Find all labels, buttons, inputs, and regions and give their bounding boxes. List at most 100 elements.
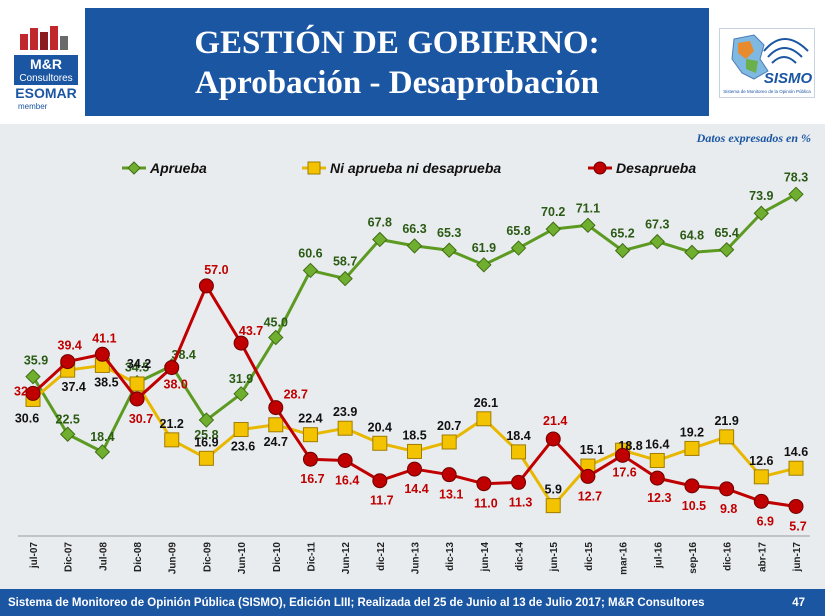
- data-label-aprueba-jun-15: 70.2: [541, 205, 565, 219]
- point-aprueba-jun-10: [233, 386, 249, 402]
- x-tick-label-dic-08: Dic-08: [133, 542, 144, 572]
- point-aprueba-dic-16: [718, 242, 735, 258]
- point-ni-aprueba-ni-desaprueba-jun-14: [476, 411, 492, 427]
- point-ni-aprueba-ni-desaprueba-jun-10: [233, 422, 249, 438]
- data-label-desaprueba-jul-16: 12.3: [647, 491, 671, 505]
- point-desaprueba-jun-12: [337, 452, 353, 468]
- data-label-ni-aprueba-ni-desaprueba-dic-15: 15.1: [580, 443, 604, 457]
- x-tick-label-dic-07: Dic-07: [64, 542, 75, 572]
- page-number: 47: [792, 597, 805, 609]
- legend-item-aprueba: Aprueba: [122, 160, 207, 176]
- point-ni-aprueba-ni-desaprueba-dic-12: [372, 435, 388, 451]
- point-aprueba-dic-10: [268, 329, 284, 346]
- data-label-desaprueba-dic-11: 16.7: [300, 472, 324, 486]
- data-label-ni-aprueba-ni-desaprueba-dic-09: 16.9: [194, 435, 218, 449]
- footer: Sistema de Monitoreo de Opinión Pública …: [0, 589, 825, 616]
- data-label-aprueba-jun-12: 58.7: [333, 255, 357, 269]
- point-aprueba-dic-11: [302, 262, 319, 279]
- logo-left-line3: ESOMAR: [15, 85, 76, 101]
- data-label-ni-aprueba-ni-desaprueba-dic-14: 18.4: [506, 429, 530, 443]
- point-desaprueba-jun-09: [164, 360, 180, 376]
- x-tick-label-dic-13: dic-13: [445, 542, 456, 571]
- point-desaprueba-jul-08: [94, 346, 110, 362]
- x-tick-label-sep-16: sep-16: [688, 542, 699, 574]
- data-label-desaprueba-jun-10: 43.7: [239, 324, 263, 338]
- data-label-ni-aprueba-ni-desaprueba-dic-12: 20.4: [368, 420, 392, 434]
- x-axis: jul-07 Dic-07 Jul-08 Dic-08 Jun-09 Dic-09 Jun-…: [18, 535, 810, 575]
- x-tick-label-abr-17: abr-17: [757, 542, 768, 572]
- x-tick-label-jun-09: Jun-09: [168, 542, 179, 575]
- point-ni-aprueba-ni-desaprueba-jun-09: [164, 432, 180, 448]
- point-desaprueba-dic-10: [268, 400, 284, 416]
- data-label-ni-aprueba-ni-desaprueba-jun-14: 26.1: [474, 396, 498, 410]
- data-label-aprueba-jul-07: 35.9: [24, 354, 48, 368]
- data-label-ni-aprueba-ni-desaprueba-dic-08: 34.2: [127, 357, 151, 371]
- point-desaprueba-jul-07: [25, 385, 41, 401]
- data-label-aprueba-sep-16: 64.8: [680, 228, 704, 242]
- point-aprueba-jun-14: [476, 257, 492, 273]
- data-label-aprueba-dic-13: 65.3: [437, 226, 461, 240]
- point-desaprueba-jul-16: [649, 470, 665, 486]
- data-label-desaprueba-mar-16: 17.6: [612, 465, 636, 479]
- point-aprueba-sep-16: [684, 244, 700, 261]
- point-ni-aprueba-ni-desaprueba-dic-13: [441, 434, 457, 450]
- data-label-desaprueba-abr-17: 6.9: [757, 514, 774, 528]
- point-aprueba-dic-12: [372, 231, 388, 248]
- point-aprueba-dic-13: [441, 242, 457, 258]
- data-label-ni-aprueba-ni-desaprueba-jun-13: 18.5: [402, 428, 426, 442]
- point-ni-aprueba-ni-desaprueba-dic-08: [129, 376, 145, 392]
- point-desaprueba-jun-15: [545, 431, 561, 447]
- data-label-aprueba-jul-08: 18.4: [90, 430, 114, 444]
- legend: Aprueba Ni aprueba ni desaprueba Desaprueb…: [122, 160, 696, 176]
- legend-label-ni-aprueba-ni-desaprueba: Ni aprueba ni desaprueba: [330, 160, 501, 176]
- point-ni-aprueba-ni-desaprueba-jun-17: [788, 460, 804, 476]
- data-label-desaprueba-jul-07: 32: [14, 384, 28, 398]
- logo-right-name: SISMO: [764, 70, 813, 87]
- data-label-desaprueba-dic-10: 28.7: [284, 388, 308, 402]
- legend-label-aprueba: Aprueba: [149, 160, 207, 176]
- point-aprueba-jun-17: [788, 186, 804, 203]
- point-desaprueba-jun-17: [788, 498, 804, 514]
- point-desaprueba-dic-12: [372, 473, 388, 489]
- data-label-desaprueba-jun-13: 14.4: [404, 482, 428, 496]
- legend-marker-ni-aprueba-ni-desaprueba: [307, 161, 321, 175]
- data-label-aprueba-dic-16: 65.4: [714, 226, 738, 240]
- x-tick-label-jul-16: jul-16: [653, 542, 664, 570]
- x-tick-label-jul-07: jul-07: [29, 542, 40, 570]
- x-tick-label-dic-16: dic-16: [723, 542, 734, 571]
- legend-label-desaprueba: Desaprueba: [616, 160, 696, 176]
- point-desaprueba-abr-17: [753, 493, 769, 509]
- data-label-aprueba-dic-12: 67.8: [368, 215, 392, 229]
- legend-marker-aprueba: [127, 161, 141, 175]
- point-aprueba-dic-15: [580, 217, 596, 233]
- point-desaprueba-jun-10: [233, 335, 249, 351]
- data-label-aprueba-dic-09: 25.8: [194, 428, 218, 442]
- data-label-desaprueba-dic-12: 11.7: [370, 494, 394, 508]
- data-label-ni-aprueba-ni-desaprueba-jul-08: 38.5: [94, 375, 118, 389]
- logo-left-line2: Consultores: [19, 73, 72, 84]
- point-desaprueba-dic-14: [511, 474, 527, 490]
- page-subtitle: Aprobación - Desaprobación: [195, 65, 599, 101]
- point-aprueba-mar-16: [614, 242, 631, 259]
- logo-right-caption: Sistema de Monitoreo de la Opinión Públi…: [723, 89, 811, 94]
- x-tick-label-dic-10: Dic-10: [272, 542, 283, 572]
- x-tick-label-jun-10: Jun-10: [237, 542, 248, 575]
- point-desaprueba-mar-16: [615, 447, 631, 463]
- data-label-aprueba-jun-10: 31.9: [229, 372, 253, 386]
- footer-text: Sistema de Monitoreo de Opinión Pública …: [8, 597, 705, 609]
- data-label-ni-aprueba-ni-desaprueba-dic-16: 21.9: [714, 414, 738, 428]
- point-aprueba-dic-09: [198, 412, 215, 428]
- data-label-aprueba-jul-16: 67.3: [645, 218, 669, 232]
- point-ni-aprueba-ni-desaprueba-dic-11: [302, 427, 318, 443]
- data-label-desaprueba-dic-15: 12.7: [578, 489, 602, 503]
- sismo-logo: SISMO Sistema de Monitoreo de la Opinión…: [719, 28, 815, 98]
- data-label-aprueba-abr-17: 73.9: [749, 189, 773, 203]
- data-label-desaprueba-jun-12: 16.4: [335, 473, 359, 487]
- point-desaprueba-dic-07: [60, 354, 76, 370]
- data-label-desaprueba-jul-08: 41.1: [92, 331, 116, 345]
- point-ni-aprueba-ni-desaprueba-dic-09: [198, 450, 214, 466]
- data-label-desaprueba-dic-07: 39.4: [58, 339, 82, 353]
- x-tick-label-jun-14: jun-14: [480, 542, 491, 573]
- x-tick-label-dic-12: dic-12: [376, 542, 387, 571]
- data-label-desaprueba-jun-14: 11.0: [474, 497, 498, 511]
